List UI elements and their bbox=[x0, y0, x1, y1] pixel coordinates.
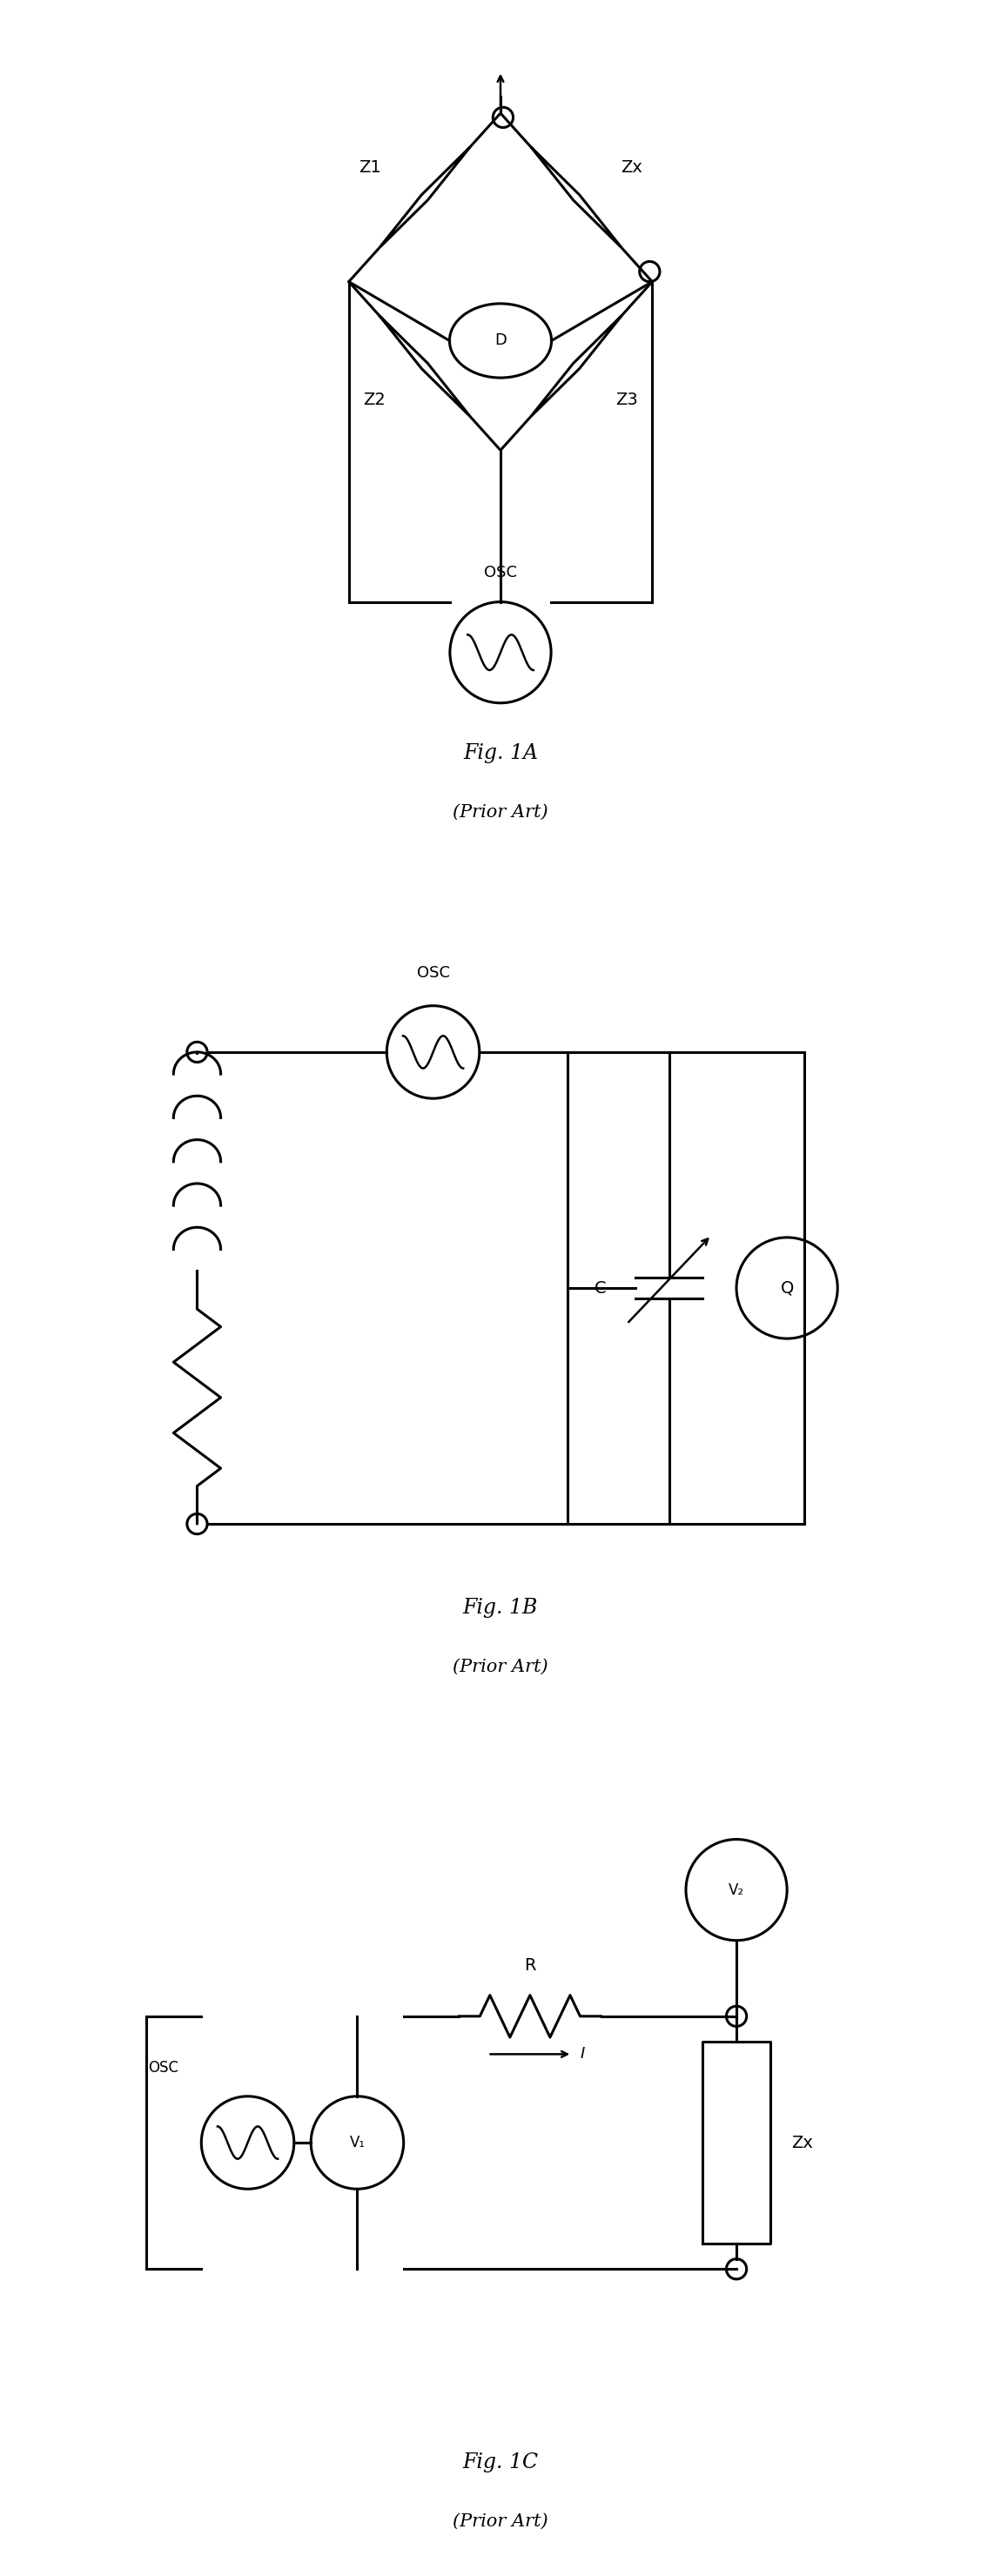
Text: Z2: Z2 bbox=[363, 392, 385, 407]
Text: R: R bbox=[525, 1958, 536, 1973]
Text: Zx: Zx bbox=[791, 2136, 813, 2151]
Text: OSC: OSC bbox=[148, 2061, 178, 2076]
Text: C: C bbox=[594, 1280, 606, 1296]
Text: Q: Q bbox=[781, 1280, 794, 1296]
Text: V₂: V₂ bbox=[729, 1883, 745, 1899]
Text: OSC: OSC bbox=[483, 564, 518, 580]
Text: (Prior Art): (Prior Art) bbox=[452, 1659, 549, 1674]
Text: Fig. 1B: Fig. 1B bbox=[462, 1597, 539, 1618]
Text: Fig. 1C: Fig. 1C bbox=[462, 2452, 539, 2473]
Text: (Prior Art): (Prior Art) bbox=[452, 2514, 549, 2530]
Text: Fig. 1A: Fig. 1A bbox=[463, 744, 538, 762]
Text: I: I bbox=[581, 2045, 586, 2061]
Text: OSC: OSC bbox=[416, 966, 449, 981]
Text: Z3: Z3 bbox=[616, 392, 638, 407]
Text: Zx: Zx bbox=[621, 160, 642, 175]
Text: (Prior Art): (Prior Art) bbox=[452, 804, 549, 822]
Text: D: D bbox=[494, 332, 507, 348]
Text: V₁: V₁ bbox=[349, 2136, 365, 2151]
Text: Z1: Z1 bbox=[358, 160, 381, 175]
